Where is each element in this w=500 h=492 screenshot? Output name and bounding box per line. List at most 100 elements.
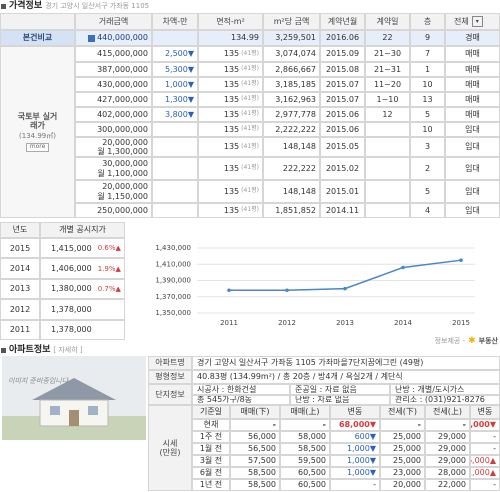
land-price-value: 1,415,000 (51, 243, 92, 253)
deal-type: 경매 (445, 30, 500, 46)
contract-month: 2015.02 (320, 157, 365, 180)
market-header: 기준일 (192, 405, 230, 419)
price: 427,000,000 (75, 92, 152, 107)
contract-day: 12 (365, 107, 410, 122)
price: 440,000,000 (97, 33, 148, 43)
diff: 5,300▼ (152, 62, 198, 77)
price-value: 300,000,000 (97, 124, 148, 134)
deal-type: 매매 (445, 46, 500, 62)
y-tick-label: 1,430,000 (155, 244, 191, 252)
contract-month: 2016.06 (320, 30, 365, 46)
market-header: 변동 (330, 405, 380, 419)
label: 아파트명 (148, 356, 192, 370)
market-value: 58,500 (230, 467, 280, 479)
market-header: 매매(上) (280, 405, 330, 419)
roof (32, 378, 116, 400)
market-date: 1년 전 (192, 479, 230, 491)
bullet (1, 347, 6, 353)
complex-info: 총 545가구/8동 (192, 394, 290, 405)
area: 135 (41평) (198, 157, 263, 180)
contract-day: 21~30 (365, 46, 410, 62)
floor: 7 (410, 46, 445, 62)
price: 300,000,000 (75, 122, 152, 137)
market-value: 6,000▲ (470, 455, 500, 467)
market-value: 60,500 (280, 467, 330, 479)
column-header: 계약년월 (320, 13, 365, 30)
point (459, 258, 463, 262)
apt-size: 40.83평 (134.99m²) / 총 20층 / 방4개 / 욕실2개 /… (192, 370, 500, 384)
area: 134.99 (198, 30, 263, 46)
market-value: 59,500 (280, 455, 330, 467)
price-value: 250,000,000 (97, 205, 148, 215)
source: 정보제공 - ✱ 부동산 (380, 336, 498, 347)
area-value: 135 (223, 64, 240, 74)
area-value: 135 (223, 79, 240, 89)
contract-day (365, 137, 410, 157)
window (50, 406, 60, 415)
area: 135 (41평) (198, 180, 263, 203)
unit-price: 3,185,185 (263, 77, 320, 92)
land-price: 1,415,000 0.6%▲ (40, 238, 125, 259)
deal-type: 매매 (445, 77, 500, 92)
price: 402,000,000 (75, 107, 152, 122)
price: 250,000,000 (75, 203, 152, 218)
market-value: - (425, 419, 470, 431)
point (401, 265, 405, 270)
pyeong: (41평) (241, 125, 259, 133)
section-title: 가격정보 (9, 0, 43, 11)
land-price-change: 0.6%▲ (97, 244, 121, 253)
deal-type: 임대 (445, 203, 500, 218)
area-value: 135 (223, 142, 240, 152)
market-value: - (280, 419, 330, 431)
dropdown[interactable]: ▾ (471, 16, 483, 27)
column-header: 면적-m² (198, 13, 263, 30)
land-price-chart: 1,350,000 1,370,000 1,390,000 1,410,000 1,43… (155, 244, 475, 327)
diff: 3,800▼ (152, 107, 198, 122)
column-header: m²당 금액 (263, 13, 320, 30)
y-tick-label: 1,390,000 (155, 277, 191, 285)
floor: 5 (410, 180, 445, 203)
contract-month: 2015.09 (320, 46, 365, 62)
land-price: 1,406,000 1.9%▲ (40, 258, 125, 279)
y-tick-label: 1,350,000 (155, 309, 191, 317)
section-header: 가격정보 경기 고양시 일산서구 가좌동 1105 (0, 0, 500, 12)
area-value: 135 (223, 163, 240, 173)
more-button[interactable]: more (25, 143, 50, 153)
area: 135 (41평) (198, 137, 263, 157)
market-value: 23,000 (380, 467, 425, 479)
deal-type: 임대 (445, 157, 500, 180)
section-title: 아파트정보 (9, 344, 51, 355)
detail-link[interactable]: [ 자세히 ] (53, 345, 83, 354)
land-price-value: 1,380,000 (51, 284, 92, 294)
contract-day (365, 157, 410, 180)
label: 시세 (만원) (148, 405, 192, 491)
complex-info: 난방 : 개별/도시가스 (390, 384, 500, 395)
price-value: 415,000,000 (97, 49, 148, 59)
contract-month: 2015.06 (320, 122, 365, 137)
monthly-rent: 월 1,150,000 (97, 191, 148, 201)
price: 430,000,000 (75, 77, 152, 92)
column-header: 전체 ▾ (445, 13, 500, 30)
area-value: 135 (223, 205, 240, 215)
year: 2012 (0, 299, 40, 320)
deal-type: 임대 (445, 122, 500, 137)
land-price: 1,378,000 (40, 299, 125, 320)
pyeong: (41평) (241, 110, 259, 118)
contract-month: 2015.05 (320, 137, 365, 157)
market-value: - (330, 479, 380, 491)
unit-price: 148,148 (263, 180, 320, 203)
market-value: 29,000 (425, 431, 470, 443)
price: 20,000,000 월 1,300,000 (75, 137, 152, 157)
market-header: 전세(下) (380, 405, 425, 419)
market-value: 58,500 (230, 479, 280, 491)
monthly-rent: 월 1,300,000 (97, 147, 148, 156)
market-value: - (380, 419, 425, 431)
land-price-value: 1,406,000 (51, 263, 92, 273)
diff (152, 157, 198, 180)
floor: 4 (410, 203, 445, 218)
area: 135 (41평) (198, 122, 263, 137)
area: 135 (41평) (198, 107, 263, 122)
unit-price: 1,851,852 (263, 203, 320, 218)
market-value: 58,500 (280, 443, 330, 455)
